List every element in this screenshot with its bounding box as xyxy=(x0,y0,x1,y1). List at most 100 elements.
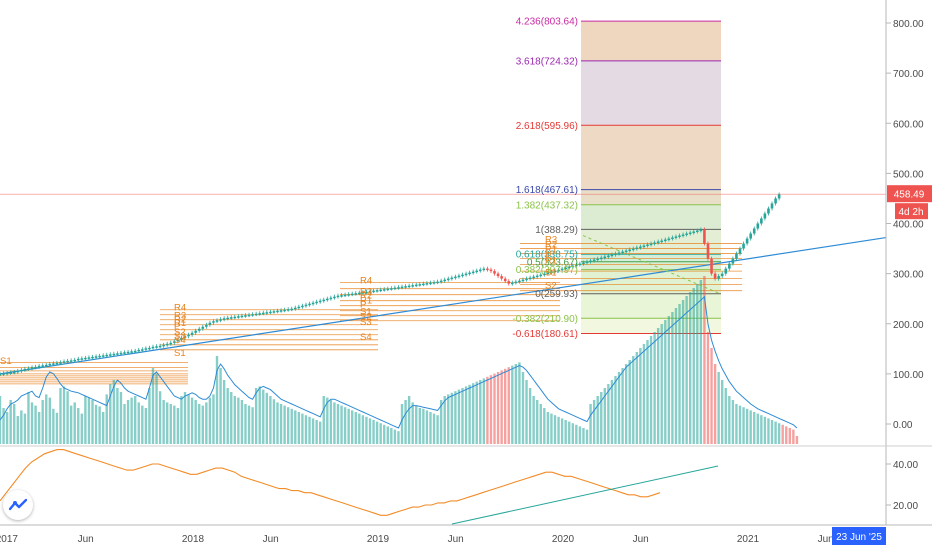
candle-body xyxy=(5,372,9,375)
candle-body xyxy=(187,334,190,337)
candle-body xyxy=(603,256,607,259)
candle-body xyxy=(16,370,20,373)
candle-body xyxy=(624,250,628,253)
oscillator-trend-line xyxy=(451,465,719,525)
candle-body xyxy=(724,268,728,274)
pivot-label: R1 xyxy=(545,245,557,256)
pivot-label: R4 xyxy=(360,276,372,287)
volume-bar xyxy=(269,396,272,444)
volume-bar xyxy=(326,397,329,444)
pivot-label: S4 xyxy=(360,332,372,343)
candle-body xyxy=(617,252,621,255)
volume-bar xyxy=(507,367,510,444)
candle-body xyxy=(265,312,269,314)
candle-body xyxy=(407,285,411,288)
candle-body xyxy=(276,310,279,313)
candle-body xyxy=(233,316,237,319)
volume-bar xyxy=(251,407,254,444)
candle-body xyxy=(258,313,262,315)
volume-bar xyxy=(354,412,357,444)
volume-bar xyxy=(286,407,290,444)
volume-bar xyxy=(20,410,23,444)
candle-body xyxy=(379,289,382,292)
volume-bar xyxy=(69,405,73,444)
candle-body xyxy=(301,305,304,308)
volume-bar xyxy=(290,408,293,444)
volume-bar xyxy=(496,372,500,444)
candle-body xyxy=(642,245,646,248)
price-candles xyxy=(0,192,781,376)
volume-bar xyxy=(347,408,350,444)
candle-body xyxy=(692,231,696,234)
volume-bar xyxy=(713,364,717,444)
volume-bar xyxy=(276,402,279,444)
volume-bars xyxy=(0,276,799,444)
volume-bar xyxy=(41,400,44,444)
fib-level-label: 1.618(467.61) xyxy=(516,185,578,196)
volume-bar xyxy=(45,394,48,444)
candle-body xyxy=(386,288,390,291)
volume-bar xyxy=(87,397,91,444)
candle-body xyxy=(286,309,290,311)
volume-bar xyxy=(133,396,137,444)
volume-bar xyxy=(518,362,521,444)
volume-bar xyxy=(628,360,631,444)
volume-bar xyxy=(760,415,763,444)
fib-level-label: 2.618(595.96) xyxy=(516,121,578,132)
volume-bar xyxy=(322,396,325,444)
candle-body xyxy=(123,352,126,354)
pivot-label: R3 xyxy=(174,311,186,322)
volume-bar xyxy=(614,376,617,444)
volume-bar xyxy=(247,405,251,444)
tradingview-logo-button[interactable] xyxy=(3,490,33,520)
volume-bar xyxy=(521,372,525,444)
candle-body xyxy=(297,306,301,309)
pivot-label: R2 xyxy=(360,291,372,302)
countdown-label: 4d 2h xyxy=(898,207,923,218)
volume-bar xyxy=(91,400,94,444)
volume-bar xyxy=(692,288,695,444)
candle-body xyxy=(343,294,347,297)
candle-body xyxy=(62,361,66,363)
volume-bar xyxy=(34,405,37,444)
candle-body xyxy=(365,291,368,294)
volume-bar xyxy=(464,386,468,444)
candle-body xyxy=(34,366,37,369)
volume-bar xyxy=(525,380,528,444)
volume-bar xyxy=(589,404,592,444)
x-tick-label: Jun xyxy=(263,534,279,545)
fib-level-label: 1(388.29) xyxy=(535,225,578,236)
candle-body xyxy=(162,344,165,347)
candle-body xyxy=(176,339,180,342)
volume-bar xyxy=(158,391,162,444)
volume-bar xyxy=(116,388,119,444)
volume-bar xyxy=(717,372,720,444)
pivot-label: S1 xyxy=(545,268,557,279)
volume-bar xyxy=(397,431,400,444)
candle-body xyxy=(446,278,450,281)
candle-body xyxy=(635,247,639,250)
candle-body xyxy=(503,278,507,282)
candle-body xyxy=(557,269,560,272)
volume-bar xyxy=(788,428,792,444)
pivot-label: R1 xyxy=(174,318,186,329)
volume-bar xyxy=(258,386,261,444)
volume-bar xyxy=(190,397,194,444)
y-tick-label: 500.00 xyxy=(893,169,924,180)
candle-body xyxy=(671,237,674,240)
volume-bar xyxy=(582,428,585,444)
volume-bar xyxy=(358,413,361,444)
candle-body xyxy=(767,208,770,214)
volume-bar xyxy=(596,396,599,444)
candle-body xyxy=(101,355,105,357)
chart-labels: 23 Jun '25 4.236(803.64) 3.618(724.32) 2.61… xyxy=(0,17,932,545)
candle-body xyxy=(525,278,528,281)
volume-bar xyxy=(73,402,76,444)
y-tick-label: 100.00 xyxy=(893,370,924,381)
pivot-label: R4 xyxy=(174,303,186,314)
retracement-dashed-line xyxy=(582,235,721,295)
fib-level-label: 3.618(724.32) xyxy=(516,56,578,67)
candle-body xyxy=(279,310,283,312)
candle-body xyxy=(311,302,315,305)
